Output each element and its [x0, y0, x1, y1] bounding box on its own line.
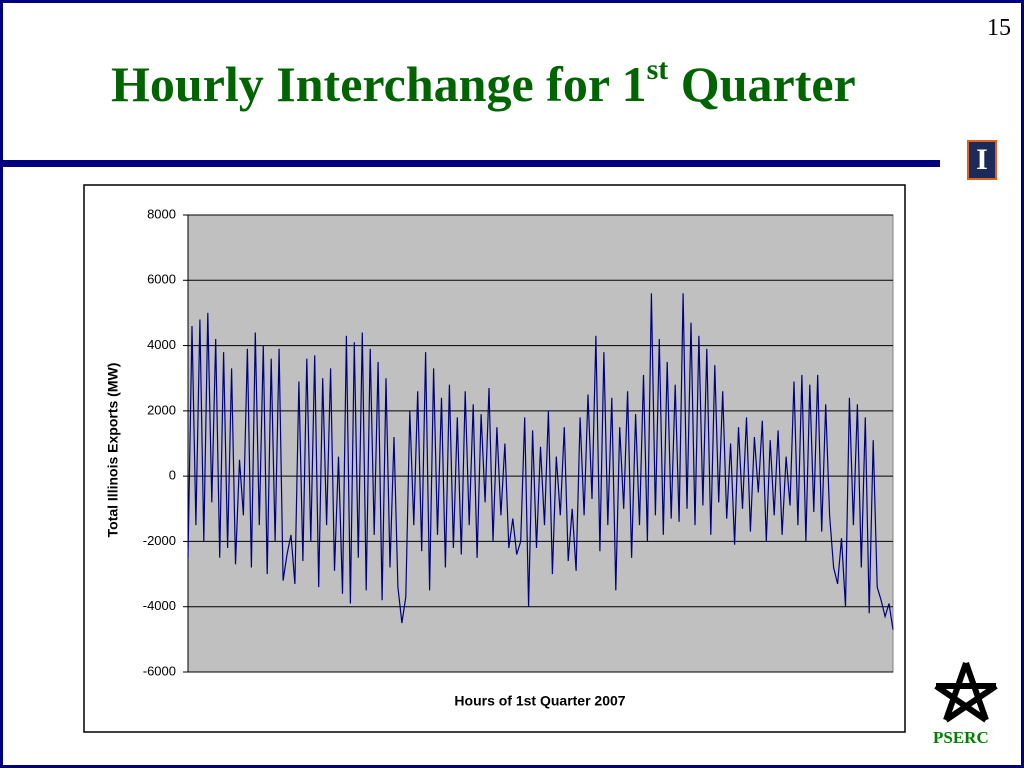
slide-title: Hourly Interchange for 1st Quarter: [111, 53, 856, 113]
data-line: [187, 293, 894, 630]
y-tick-label: 2000: [147, 402, 176, 417]
y-tick-label: -4000: [143, 598, 176, 613]
y-tick-label: -6000: [143, 663, 176, 678]
title-rest: Quarter: [668, 56, 856, 112]
x-axis-label: Hours of 1st Quarter 2007: [454, 693, 625, 709]
y-tick-label: 6000: [147, 272, 176, 287]
page-number: 15: [987, 15, 1011, 41]
header-rule: [3, 160, 940, 167]
y-tick-label: 4000: [147, 337, 176, 352]
title-main: Hourly Interchange for 1: [111, 56, 647, 112]
plot-area: [187, 214, 894, 673]
title-sup: st: [646, 53, 669, 86]
footer-logo-text: PSERC: [933, 728, 989, 747]
y-tick-label: 0: [169, 468, 176, 483]
y-tick-label: 8000: [147, 206, 176, 221]
star-logo: [934, 662, 998, 723]
y-axis-label: Total Illinois Exports (MW): [105, 363, 121, 538]
y-tick-label: -2000: [143, 533, 176, 548]
logo: I: [967, 140, 997, 180]
